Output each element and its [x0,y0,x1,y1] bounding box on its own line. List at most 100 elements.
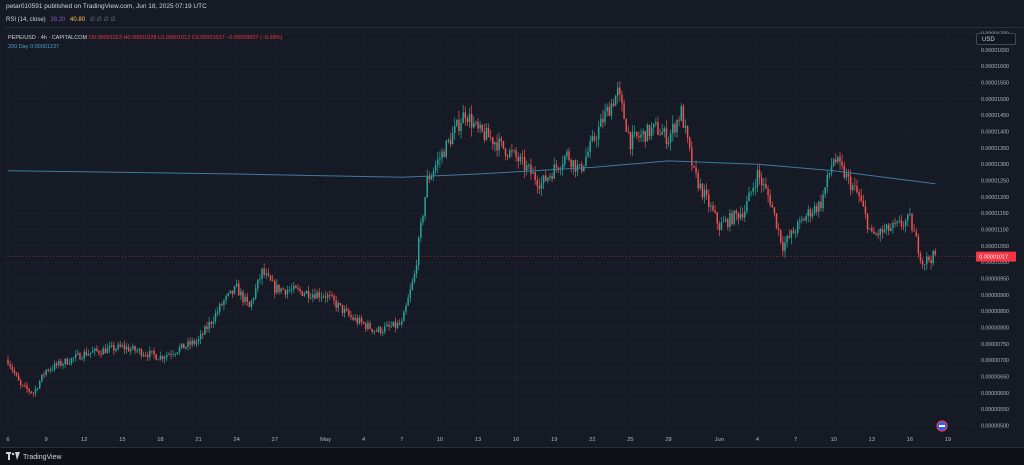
candle-body [672,124,674,134]
candle-body [365,323,367,329]
candle-body [492,137,494,145]
candle-body [451,132,454,145]
candle-body [146,355,149,358]
candle-body [695,167,697,174]
candle-body [417,237,420,265]
rsi-extra: ∅ ∅ ∅ ∅ [89,17,116,23]
candle-body [386,324,388,327]
ohlc-values: O0.00001023 H0.00001028 L0.00001013 C0.0… [88,35,283,41]
candle-body [879,228,882,236]
rsi-value-2: 40.80 [70,17,86,23]
candle-body [587,151,589,157]
x-tick-label: 28 [665,437,671,443]
candle-body [66,358,69,365]
candle-body [413,273,416,282]
candle-body [155,354,157,360]
candle-body [616,87,619,96]
candle-body [841,161,843,166]
candle-body [430,175,433,180]
ma-200-line [7,160,936,185]
candle-body [265,273,268,275]
candle-body [674,124,676,133]
candle-body [909,213,911,215]
candle-body [185,346,187,349]
candle-body [544,175,547,181]
candle-body [614,95,617,106]
candle-body [445,140,447,157]
chart-legend: PEPE/USD · 4h · CAPITALCOM O0.00001023 H… [8,34,283,52]
candle-body [337,303,340,308]
candle-body [89,352,92,354]
chart-area[interactable] [5,27,1024,433]
candle-body [866,213,869,230]
candle-body [805,215,807,221]
navigation-icon[interactable] [935,419,949,432]
candle-body [756,169,759,187]
candle-body [534,172,536,181]
candle-body [775,213,778,229]
candle-body [610,103,613,116]
candle-body [301,291,304,296]
candle-body [87,353,90,356]
candle-body [206,326,208,329]
candle-body [123,345,126,350]
candle-body [19,380,22,385]
candle-body [504,148,507,156]
tradingview-logo[interactable]: TradingView [6,452,62,463]
candle-body [180,343,183,348]
candle-body [331,295,333,297]
candle-body [280,288,282,293]
x-tick-label: 10 [830,437,836,443]
candle-body [661,132,663,135]
symbol-label[interactable]: PEPE/USD · 4h · CAPITALCOM [8,35,88,41]
candle-body [125,347,128,350]
candle-body [362,322,365,324]
candle-body [47,369,49,371]
candle-body [517,156,519,162]
candle-body [295,285,297,288]
candle-body [813,205,816,214]
candle-body [650,127,653,137]
candle-body [345,308,348,311]
candle-body [820,201,822,209]
candle-body [701,183,704,198]
candle-body [106,348,109,354]
candle-body [720,222,723,230]
candle-body [513,150,515,152]
candle-body [28,388,30,392]
candle-body [274,280,276,293]
candle-body [481,124,483,132]
candle-body [549,175,551,178]
candle-body [441,151,443,159]
candle-body [335,300,337,308]
candle-body [631,132,634,150]
candle-body [473,123,475,128]
x-tick-label: 25 [627,437,633,443]
candle-body [269,275,272,281]
candle-body [856,185,858,193]
candle-body [199,333,202,340]
candle-body [62,364,64,366]
candle-body [733,210,735,225]
candle-body [172,354,174,356]
candle-body [604,111,606,123]
candle-body [259,278,261,280]
rsi-indicator-legend[interactable]: RSI (14, close) 38.20 40.80 ∅ ∅ ∅ ∅ [6,14,119,26]
ma-label[interactable]: 200 Day [8,44,29,50]
candle-body [485,127,488,140]
candle-body [703,189,706,198]
price-chart[interactable]: 0.000017000.000016500.000016000.00001550… [0,0,1024,447]
candle-body [646,124,649,142]
y-tick-label: 0.00000700 [981,358,1009,364]
candle-body [460,123,462,131]
candle-body [623,103,625,119]
candle-body [875,233,877,235]
candle-body [390,326,392,328]
candle-body [322,296,325,298]
x-tick-label: 21 [195,437,201,443]
currency-button[interactable]: USD [976,33,1016,45]
candle-body [316,292,318,299]
candle-body [263,268,265,275]
candle-body [299,288,301,292]
y-tick-label: 0.00001450 [981,113,1009,119]
